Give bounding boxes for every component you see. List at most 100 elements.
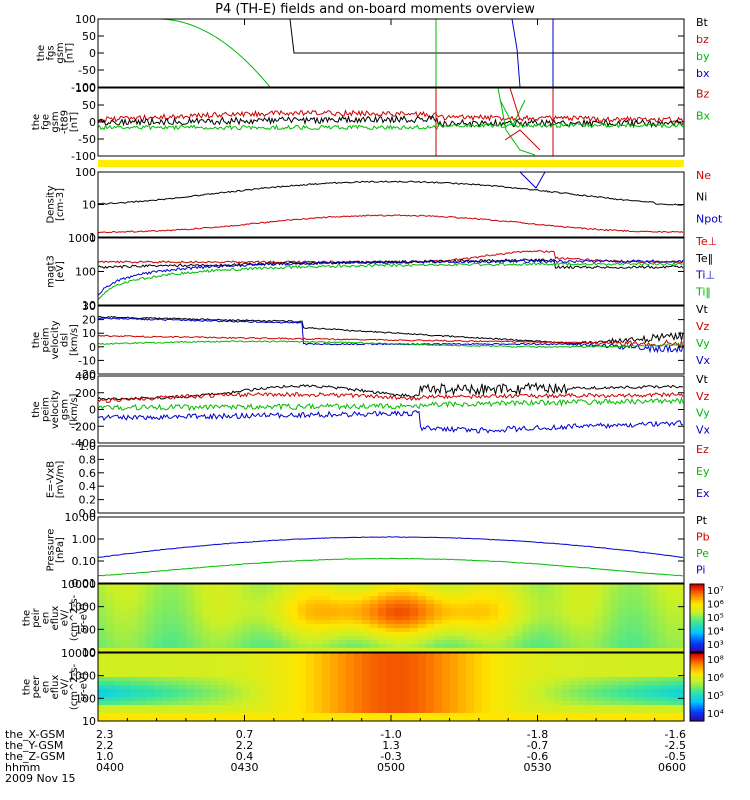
fge-bz-line bbox=[98, 109, 684, 124]
ytick-label-7-2: 0.10 bbox=[72, 555, 97, 568]
panel-frame-8 bbox=[97, 583, 685, 653]
colorbar-label-8-2: 10⁵ bbox=[707, 613, 724, 624]
ylabel-9-1: peer bbox=[31, 675, 42, 699]
vgsm-vx-line bbox=[98, 410, 684, 434]
panel-frame-5 bbox=[97, 375, 685, 444]
ylabel-0-0: the bbox=[36, 45, 47, 61]
xrow-value-1-1: 2.2 bbox=[236, 739, 254, 752]
ytick-label-7-0: 10.00 bbox=[65, 511, 97, 524]
legend-2-1: Ni bbox=[696, 191, 707, 204]
legend-1-1: Bx bbox=[696, 109, 711, 122]
ytick-label-0-1: 50 bbox=[82, 30, 96, 43]
ylabel-8-4: eV/ bbox=[60, 609, 71, 626]
xrow-value-3-4: 0600 bbox=[658, 761, 686, 774]
vdsl-vz-line bbox=[98, 334, 684, 349]
legend-0-0: Bt bbox=[696, 16, 709, 29]
ytick-label-2-0: 100 bbox=[75, 166, 96, 179]
ytick-label-0-0: 100 bbox=[75, 13, 96, 26]
ylabel-1-3: -tt89 bbox=[60, 110, 71, 134]
ytick-label-6-3: 0.4 bbox=[79, 480, 97, 493]
density-npot-line bbox=[519, 171, 546, 189]
legend-6-1: Ey bbox=[696, 465, 710, 478]
legend-4-0: Vt bbox=[696, 303, 709, 316]
fgs-bx-spike-1 bbox=[511, 18, 521, 88]
ytick-label-1-2: 0 bbox=[89, 116, 96, 129]
xrow-value-0-2: -1.0 bbox=[380, 728, 401, 741]
xrow-value-3-1: 0430 bbox=[231, 761, 259, 774]
legend-2-0: Ne bbox=[696, 169, 711, 182]
ytick-label-9-2: 100 bbox=[75, 692, 96, 705]
ytick-label-5-2: 0 bbox=[89, 404, 96, 417]
xrow-value-1-2: 1.3 bbox=[382, 739, 400, 752]
fgs-by-curve bbox=[158, 19, 271, 87]
ytick-label-3-0: 1000 bbox=[68, 232, 96, 245]
xrow-value-3-3: 0530 bbox=[524, 761, 552, 774]
legend-6-2: Ex bbox=[696, 487, 710, 500]
electron-spectrogram bbox=[98, 653, 684, 721]
ylabel-8-6: sr-eV) bbox=[79, 603, 90, 632]
xrow-value-0-4: -1.6 bbox=[665, 728, 686, 741]
legend-7-3: Pi bbox=[696, 564, 705, 577]
ylabel-8-1: peir bbox=[31, 607, 42, 627]
legend-0-2: by bbox=[696, 50, 710, 63]
xrow-value-0-1: 0.7 bbox=[236, 728, 254, 741]
panel-frame-7 bbox=[97, 516, 685, 584]
legend-1-0: Bz bbox=[696, 87, 710, 100]
ylabel-4-1: peim bbox=[41, 327, 52, 352]
colorbar-label-8-0: 10⁷ bbox=[707, 586, 724, 597]
ytick-label-6-2: 0.6 bbox=[79, 467, 97, 480]
vdsl-vy-line bbox=[98, 340, 683, 348]
legend-3-3: Ti‖ bbox=[695, 285, 711, 298]
ytick-label-8-2: 100 bbox=[75, 623, 96, 636]
colorbar-label-9-2: 10⁵ bbox=[707, 691, 724, 702]
vgsm-vy-line bbox=[98, 396, 684, 412]
density-ni-line bbox=[98, 180, 684, 206]
ytick-label-5-3: -200 bbox=[71, 420, 96, 433]
ylabel-7-1: [nPa] bbox=[55, 537, 66, 563]
ylabel-6-1: [mV/m] bbox=[55, 461, 66, 499]
fgs-bt-line bbox=[98, 19, 682, 54]
ytick-label-4-2: 10 bbox=[82, 327, 96, 340]
xrow-value-1-4: -2.5 bbox=[665, 739, 686, 752]
xrow-value-1-0: 2.2 bbox=[96, 739, 114, 752]
xrow-value-3-2: 0500 bbox=[377, 761, 405, 774]
legend-7-2: Pe bbox=[696, 547, 709, 560]
legend-0-1: bz bbox=[696, 33, 709, 46]
ylabel-9-6: sr-eV) bbox=[79, 672, 90, 701]
ytick-label-3-2: 10 bbox=[82, 299, 96, 312]
ylabel-9-5: (cm^2-s- bbox=[69, 663, 80, 710]
ytick-label-8-1: 1000 bbox=[68, 601, 96, 614]
ytick-label-5-0: 400 bbox=[75, 370, 96, 383]
xrow-value-0-0: 2.3 bbox=[96, 728, 114, 741]
legend-7-0: Pt bbox=[696, 514, 708, 527]
xrow-value-1-3: -0.7 bbox=[527, 739, 548, 752]
colorbar-label-9-0: 10⁸ bbox=[707, 655, 724, 666]
temp-ti-perp-line bbox=[98, 259, 684, 296]
ytick-label-9-3: 10 bbox=[82, 715, 96, 728]
legend-6-0: Ez bbox=[696, 443, 709, 456]
xrow-value-2-3: -0.6 bbox=[527, 750, 548, 763]
ylabel-5-2: velocity bbox=[50, 390, 61, 429]
xrow-label-1: the_Y-GSM bbox=[5, 739, 63, 752]
panel-frame-3 bbox=[97, 237, 685, 306]
fge-bx-line bbox=[98, 122, 684, 131]
legend-3-0: Te⊥ bbox=[695, 235, 717, 248]
legend-4-3: Vx bbox=[696, 354, 711, 367]
ytick-label-1-1: 50 bbox=[82, 99, 96, 112]
ylabel-0-2: gsm bbox=[55, 42, 66, 63]
date-label: 2009 Nov 15 bbox=[5, 772, 75, 785]
ylabel-2-0: Density bbox=[45, 185, 56, 223]
ytick-label-4-0: 30 bbox=[82, 300, 96, 313]
ylabel-9-0: the bbox=[22, 679, 33, 695]
pressure-pe-line bbox=[98, 557, 684, 577]
ytick-label-6-1: 0.8 bbox=[79, 453, 97, 466]
vdsl-vx-line bbox=[98, 317, 684, 354]
colorbar-label-9-3: 10⁴ bbox=[707, 709, 724, 720]
vgsm-vt-line bbox=[98, 381, 684, 401]
xrow-value-2-2: -0.3 bbox=[380, 750, 401, 763]
ytick-label-4-1: 20 bbox=[82, 314, 96, 327]
ylabel-5-4: [km/s] bbox=[69, 393, 80, 425]
ylabel-5-3: gsm bbox=[60, 399, 71, 420]
fge-excursion-red bbox=[504, 87, 541, 151]
